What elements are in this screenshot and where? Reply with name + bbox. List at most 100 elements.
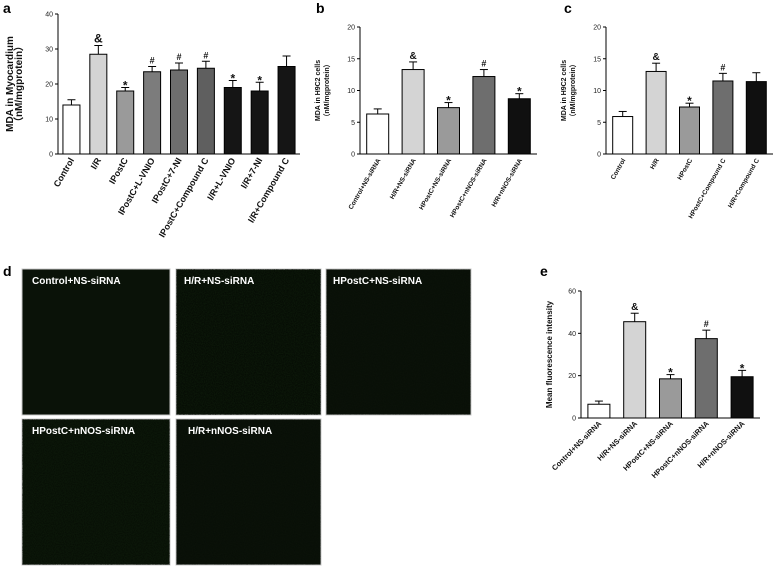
significance-marker: # — [720, 62, 725, 72]
bar — [745, 81, 767, 155]
panel-label-a: a — [3, 0, 11, 16]
significance-marker: # — [176, 52, 181, 62]
bar — [250, 90, 269, 155]
bar — [472, 76, 496, 155]
bar — [89, 53, 108, 155]
bar — [659, 378, 682, 419]
bar — [223, 87, 242, 155]
y-axis-title: Mean fluorescence intensity — [545, 300, 554, 408]
bar — [612, 116, 634, 155]
y-axis-unit: （nM/mgprotein） — [323, 60, 331, 120]
panel-label-c: c — [564, 0, 572, 16]
y-tick-label: 60 — [568, 289, 576, 296]
micrograph-panel: Control+NS-siRNA — [21, 268, 171, 416]
y-tick-label: 40 — [45, 12, 53, 19]
significance-marker: # — [704, 319, 709, 329]
significance-marker: # — [150, 56, 155, 66]
y-tick-label: 30 — [45, 47, 53, 54]
significance-marker: * — [668, 366, 673, 380]
y-tick-label: 40 — [568, 331, 576, 338]
y-tick-label: 0 — [597, 152, 601, 159]
x-tick-label: I/R — [89, 156, 104, 171]
x-tick-label: I/R+7-NI — [239, 156, 265, 190]
significance-marker: * — [230, 72, 235, 86]
y-axis-title: MDA in H9C2 cells — [315, 60, 322, 121]
bar — [507, 98, 531, 155]
micrograph-panel: H/R+NS-siRNA — [175, 268, 322, 416]
bar — [712, 80, 734, 155]
significance-marker: * — [687, 94, 692, 108]
x-tick-label: Control — [52, 156, 77, 189]
bar — [143, 71, 162, 155]
bar — [623, 321, 647, 419]
micrograph-label: HPostC+NS-siRNA — [333, 276, 422, 287]
bar — [679, 106, 700, 155]
significance-marker: * — [123, 79, 128, 93]
x-tick-label: I/R+L-VNIO — [205, 156, 237, 202]
bar — [645, 70, 667, 155]
significance-marker: & — [94, 32, 103, 46]
y-tick-label: 10 — [347, 88, 355, 95]
y-tick-label: 10 — [45, 117, 53, 124]
x-tick-label: HPostC+nNOS-siRNA — [449, 157, 489, 219]
micrograph-panel: H/R+nNOS-siRNA — [175, 418, 322, 566]
micrograph-grid: Control+NS-siRNA H/R+NS-siRNA HPostC+NS-… — [21, 268, 472, 566]
significance-marker: & — [631, 302, 638, 313]
y-tick-label: 20 — [45, 82, 53, 89]
bar — [196, 67, 215, 155]
y-tick-label: 20 — [568, 373, 576, 380]
x-tick-label: H/R+NS-siRNA — [389, 157, 418, 200]
y-tick-label: 0 — [49, 152, 53, 159]
bar — [366, 113, 390, 155]
micrograph-label: H/R+nNOS-siRNA — [188, 426, 272, 437]
significance-marker: * — [446, 94, 451, 108]
bar — [401, 69, 425, 155]
bar — [730, 376, 754, 419]
x-tick-label: HPostC — [676, 157, 694, 181]
y-axis-unit: （nM/mgprotein） — [12, 41, 25, 127]
bar — [116, 90, 135, 155]
panel-label-e: e — [540, 263, 548, 279]
x-tick-label: IPostC — [107, 156, 130, 186]
significance-marker: * — [740, 361, 745, 375]
bar — [587, 403, 611, 419]
y-tick-label: 10 — [593, 88, 601, 95]
significance-marker: * — [517, 85, 522, 99]
x-tick-label: HPostC+Compound C — [688, 157, 728, 220]
y-tick-label: 20 — [347, 25, 355, 32]
x-tick-label: Control — [610, 157, 628, 181]
y-tick-label: 15 — [347, 56, 355, 63]
x-tick-label: Control+NS-siRNA — [550, 419, 604, 473]
chart-mean-fluorescence: 0 20 40 60 Mean fluorescence intensity Contro… — [545, 289, 760, 480]
y-tick-label: 15 — [593, 56, 601, 63]
significance-marker: & — [409, 51, 416, 62]
y-tick-label: 5 — [351, 120, 355, 127]
micrograph-panel: HPostC+nNOS-siRNA — [21, 418, 171, 566]
y-tick-label: 0 — [572, 416, 576, 423]
significance-marker: # — [481, 59, 486, 69]
x-tick-label: H/R — [649, 157, 661, 170]
x-tick-label: IPostC+Compound C — [157, 156, 211, 240]
panel-label-d: d — [3, 263, 12, 279]
micrograph-panel: HPostC+NS-siRNA — [325, 268, 472, 416]
y-axis-title: MDA in Myocardium — [5, 36, 16, 132]
micrograph-label: H/R+NS-siRNA — [184, 276, 254, 287]
significance-marker: & — [652, 52, 659, 63]
x-tick-label: H/R+nNOS-siRNA — [491, 157, 525, 208]
significance-marker: # — [203, 50, 208, 60]
x-tick-label: HPostC+NS-siRNA — [418, 157, 453, 211]
chart-mda-h9c2-compound-c: 0 5 10 15 20 MDA in H9C2 cells （nM/mgprotein） C… — [561, 25, 773, 220]
bar — [170, 69, 188, 155]
micrograph-label: Control+NS-siRNA — [32, 276, 121, 287]
bar — [62, 104, 81, 155]
micrograph-label: HPostC+nNOS-siRNA — [32, 426, 135, 437]
y-axis-unit: （nM/mgprotein） — [569, 60, 577, 120]
x-tick-label: H/R+Compound C — [727, 157, 761, 209]
y-axis-title: MDA in H9C2 cells — [561, 60, 568, 121]
bar — [694, 338, 718, 419]
significance-marker: * — [257, 73, 262, 87]
panel-label-b: b — [316, 0, 325, 16]
bar — [277, 66, 296, 155]
chart-mda-myocardium: 0 10 20 30 40 MDA in Myocardium（nM/mgprotein）… — [5, 12, 300, 240]
